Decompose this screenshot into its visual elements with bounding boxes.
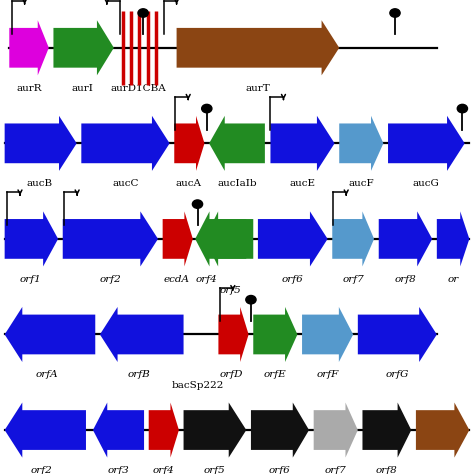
Text: orfE: orfE xyxy=(264,370,286,379)
Text: orf7: orf7 xyxy=(325,466,346,474)
Circle shape xyxy=(246,295,256,304)
Text: orf5: orf5 xyxy=(204,466,226,474)
Text: orf2: orf2 xyxy=(100,275,121,284)
Text: orf4: orf4 xyxy=(196,275,218,284)
FancyArrow shape xyxy=(258,211,328,266)
FancyArrow shape xyxy=(358,307,437,362)
Text: bacSp222: bacSp222 xyxy=(171,381,224,390)
Text: aurD1CBA: aurD1CBA xyxy=(110,84,166,93)
FancyArrow shape xyxy=(332,211,374,266)
Text: aucG: aucG xyxy=(413,179,439,188)
Circle shape xyxy=(138,9,148,17)
Text: orf8: orf8 xyxy=(394,275,416,284)
FancyArrow shape xyxy=(183,402,246,457)
Text: orf8: orf8 xyxy=(376,466,398,474)
FancyArrow shape xyxy=(437,211,469,266)
FancyArrow shape xyxy=(177,20,339,75)
FancyArrow shape xyxy=(253,307,297,362)
FancyArrow shape xyxy=(5,307,95,362)
Text: aucIaIb: aucIaIb xyxy=(217,179,257,188)
FancyArrow shape xyxy=(302,307,353,362)
Text: orf4: orf4 xyxy=(153,466,174,474)
Text: orf6: orf6 xyxy=(269,466,291,474)
Text: or: or xyxy=(447,275,459,284)
Text: ecdA: ecdA xyxy=(164,275,190,284)
FancyArrow shape xyxy=(93,402,144,457)
Text: aurT: aurT xyxy=(246,84,270,93)
FancyArrow shape xyxy=(54,20,114,75)
Text: orfF: orfF xyxy=(317,370,339,379)
Circle shape xyxy=(390,9,400,17)
FancyArrow shape xyxy=(251,402,309,457)
Text: orfD: orfD xyxy=(219,370,243,379)
FancyArrow shape xyxy=(5,116,77,171)
FancyArrow shape xyxy=(174,116,204,171)
FancyArrow shape xyxy=(9,20,49,75)
FancyArrow shape xyxy=(63,211,158,266)
Text: aucC: aucC xyxy=(112,179,139,188)
Text: orf1: orf1 xyxy=(19,275,41,284)
FancyArrow shape xyxy=(388,116,465,171)
FancyArrow shape xyxy=(5,402,86,457)
FancyArrow shape xyxy=(204,211,253,266)
Circle shape xyxy=(457,104,467,113)
FancyArrow shape xyxy=(209,116,265,171)
Text: orf7: orf7 xyxy=(342,275,364,284)
FancyArrow shape xyxy=(163,211,193,266)
FancyArrow shape xyxy=(149,402,179,457)
FancyArrow shape xyxy=(219,307,249,362)
Circle shape xyxy=(192,200,202,209)
Text: aucE: aucE xyxy=(289,179,315,188)
Text: orfB: orfB xyxy=(128,370,151,379)
Text: aucB: aucB xyxy=(27,179,53,188)
FancyArrow shape xyxy=(416,402,469,457)
FancyArrow shape xyxy=(314,402,358,457)
Circle shape xyxy=(201,104,212,113)
FancyArrow shape xyxy=(100,307,183,362)
Text: orf6: orf6 xyxy=(282,275,304,284)
Text: aurR: aurR xyxy=(16,84,42,93)
Text: aurI: aurI xyxy=(72,84,94,93)
Text: aucF: aucF xyxy=(348,179,374,188)
FancyArrow shape xyxy=(5,211,58,266)
Text: orf5: orf5 xyxy=(219,285,241,294)
FancyArrow shape xyxy=(82,116,170,171)
Text: orfA: orfA xyxy=(35,370,58,379)
FancyArrow shape xyxy=(363,402,411,457)
FancyArrow shape xyxy=(195,211,246,266)
FancyArrow shape xyxy=(379,211,432,266)
FancyArrow shape xyxy=(271,116,335,171)
Text: aucA: aucA xyxy=(175,179,201,188)
Text: orf3: orf3 xyxy=(108,466,129,474)
Text: orfG: orfG xyxy=(386,370,409,379)
FancyArrow shape xyxy=(339,116,383,171)
Text: orf2: orf2 xyxy=(31,466,53,474)
